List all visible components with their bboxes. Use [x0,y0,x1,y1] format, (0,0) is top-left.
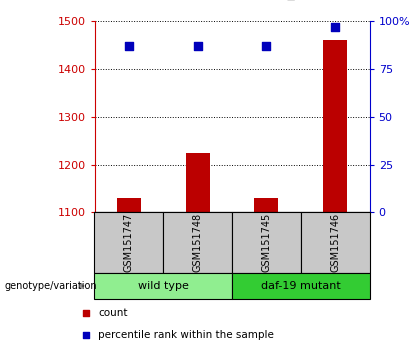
Text: GSM151748: GSM151748 [193,213,203,272]
Text: count: count [98,308,128,318]
Bar [232,212,301,273]
Text: percentile rank within the sample: percentile rank within the sample [98,330,274,339]
Bar [94,212,163,273]
Text: wild type: wild type [138,281,189,291]
Text: daf-19 mutant: daf-19 mutant [261,281,341,291]
Bar [163,212,232,273]
Text: GSM151745: GSM151745 [261,213,271,272]
Point [83,310,90,316]
Bar [232,273,370,299]
Bar [301,212,370,273]
Point [126,43,132,49]
Point [332,24,339,30]
Point [83,332,90,337]
Text: GSM151746: GSM151746 [330,213,340,272]
Point [194,43,201,49]
Bar [323,40,347,212]
Point [263,43,270,49]
Bar [186,153,210,212]
Bar [255,198,278,212]
Bar [117,198,141,212]
Bar [94,273,232,299]
Text: genotype/variation: genotype/variation [4,281,97,291]
Text: GSM151747: GSM151747 [124,213,134,272]
